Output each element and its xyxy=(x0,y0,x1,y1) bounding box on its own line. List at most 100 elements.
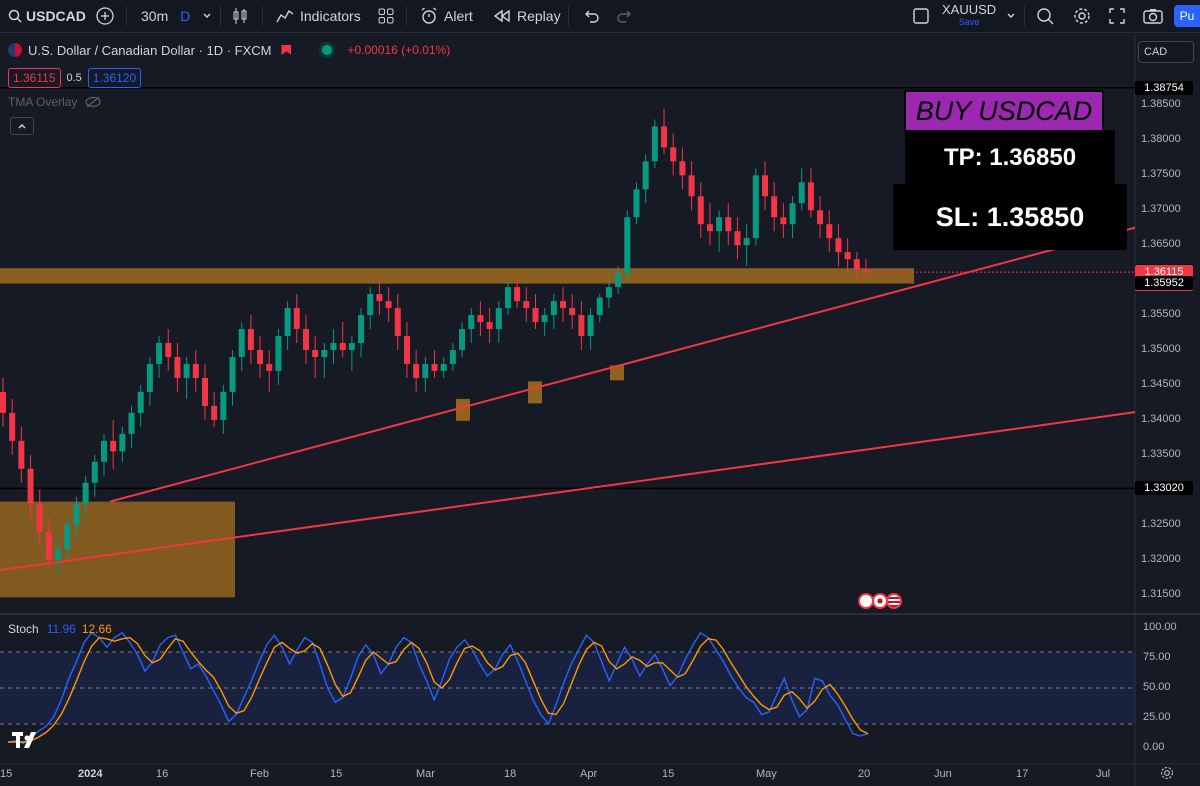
candle[interactable] xyxy=(91,454,98,497)
candle[interactable] xyxy=(201,363,208,420)
candle[interactable] xyxy=(385,287,392,323)
candle[interactable] xyxy=(459,322,466,357)
candle[interactable] xyxy=(82,475,89,518)
candle[interactable] xyxy=(798,168,805,211)
symbol-search-button[interactable]: USDCAD xyxy=(8,0,86,32)
candle[interactable] xyxy=(266,349,273,392)
pivot-marker[interactable] xyxy=(456,398,470,421)
candle[interactable] xyxy=(192,349,199,392)
quick-search-button[interactable] xyxy=(1036,0,1054,32)
candle[interactable] xyxy=(257,336,264,378)
candle[interactable] xyxy=(312,336,319,378)
candle[interactable] xyxy=(100,433,107,476)
candle[interactable] xyxy=(403,322,410,378)
candle[interactable] xyxy=(321,343,328,378)
candle[interactable] xyxy=(247,315,254,364)
candle[interactable] xyxy=(771,182,778,232)
candle[interactable] xyxy=(229,349,236,406)
candle[interactable] xyxy=(605,280,612,309)
candle[interactable] xyxy=(514,280,521,309)
candle[interactable] xyxy=(596,294,603,323)
pivot-marker[interactable] xyxy=(528,381,542,404)
currency-selector[interactable]: CAD xyxy=(1138,41,1194,63)
candle[interactable] xyxy=(734,217,741,260)
candle[interactable] xyxy=(27,454,34,518)
candle[interactable] xyxy=(358,308,365,357)
candle[interactable] xyxy=(302,315,309,364)
snapshot-button[interactable] xyxy=(1143,0,1163,32)
candle[interactable] xyxy=(844,238,851,274)
candle[interactable] xyxy=(440,356,447,378)
candle[interactable] xyxy=(238,322,245,371)
candle[interactable] xyxy=(174,343,181,392)
eye-hidden-icon[interactable] xyxy=(85,96,101,108)
candle[interactable] xyxy=(835,224,842,267)
candle[interactable] xyxy=(119,426,126,462)
candle[interactable] xyxy=(697,182,704,239)
candle[interactable] xyxy=(330,329,337,364)
save-layout-button[interactable]: XAUUSD Save xyxy=(942,0,996,32)
templates-button[interactable] xyxy=(378,0,394,32)
candle[interactable] xyxy=(642,154,649,204)
time-axis-settings[interactable] xyxy=(1160,766,1174,785)
ask-price[interactable]: 1.36120 xyxy=(87,68,142,88)
candle[interactable] xyxy=(64,517,71,560)
candle[interactable] xyxy=(110,419,117,469)
candle[interactable] xyxy=(679,147,686,190)
candle[interactable] xyxy=(137,384,144,427)
candle[interactable] xyxy=(624,210,631,281)
fullscreen-button[interactable] xyxy=(1109,0,1125,32)
undo-button[interactable] xyxy=(582,0,600,32)
candle[interactable] xyxy=(165,329,172,371)
candle[interactable] xyxy=(550,294,557,330)
compare-symbol-button[interactable] xyxy=(95,0,115,32)
support-zone[interactable] xyxy=(0,268,914,284)
candle[interactable] xyxy=(45,517,52,567)
candle[interactable] xyxy=(523,287,530,323)
candle[interactable] xyxy=(339,322,346,357)
candle[interactable] xyxy=(495,301,502,343)
candle[interactable] xyxy=(413,349,420,392)
layout-menu-button[interactable] xyxy=(1006,0,1016,32)
candle[interactable] xyxy=(826,210,833,253)
candle[interactable] xyxy=(670,133,677,176)
candle[interactable] xyxy=(9,398,16,455)
candle[interactable] xyxy=(752,168,759,246)
candle[interactable] xyxy=(73,496,80,539)
candle[interactable] xyxy=(394,294,401,350)
candle[interactable] xyxy=(431,349,438,378)
layout-button[interactable] xyxy=(912,0,930,32)
candle[interactable] xyxy=(183,356,190,399)
candle[interactable] xyxy=(569,294,576,330)
candle[interactable] xyxy=(716,210,723,253)
candle[interactable] xyxy=(348,336,355,371)
candle[interactable] xyxy=(275,329,282,385)
demand-zone[interactable] xyxy=(0,501,235,598)
candle[interactable] xyxy=(146,356,153,406)
candle[interactable] xyxy=(661,108,668,155)
candle[interactable] xyxy=(367,287,374,330)
indicators-button[interactable]: Indicators xyxy=(276,0,361,32)
candle[interactable] xyxy=(651,119,658,169)
candle[interactable] xyxy=(36,489,43,546)
candle[interactable] xyxy=(532,294,539,330)
candle[interactable] xyxy=(376,280,383,316)
candle[interactable] xyxy=(211,391,218,427)
candle[interactable] xyxy=(780,203,787,239)
candle[interactable] xyxy=(18,426,25,483)
candle[interactable] xyxy=(863,259,869,277)
candle[interactable] xyxy=(706,203,713,246)
replay-button[interactable]: Replay xyxy=(493,0,561,32)
candle[interactable] xyxy=(560,287,567,323)
candle[interactable] xyxy=(220,384,227,434)
candle[interactable] xyxy=(293,294,300,343)
pivot-marker[interactable] xyxy=(610,365,624,381)
candle[interactable] xyxy=(477,301,484,337)
candle[interactable] xyxy=(817,196,824,239)
candle[interactable] xyxy=(762,161,769,211)
candle[interactable] xyxy=(633,182,640,225)
candle[interactable] xyxy=(615,266,622,295)
candle[interactable] xyxy=(449,343,456,371)
candle[interactable] xyxy=(743,224,750,267)
